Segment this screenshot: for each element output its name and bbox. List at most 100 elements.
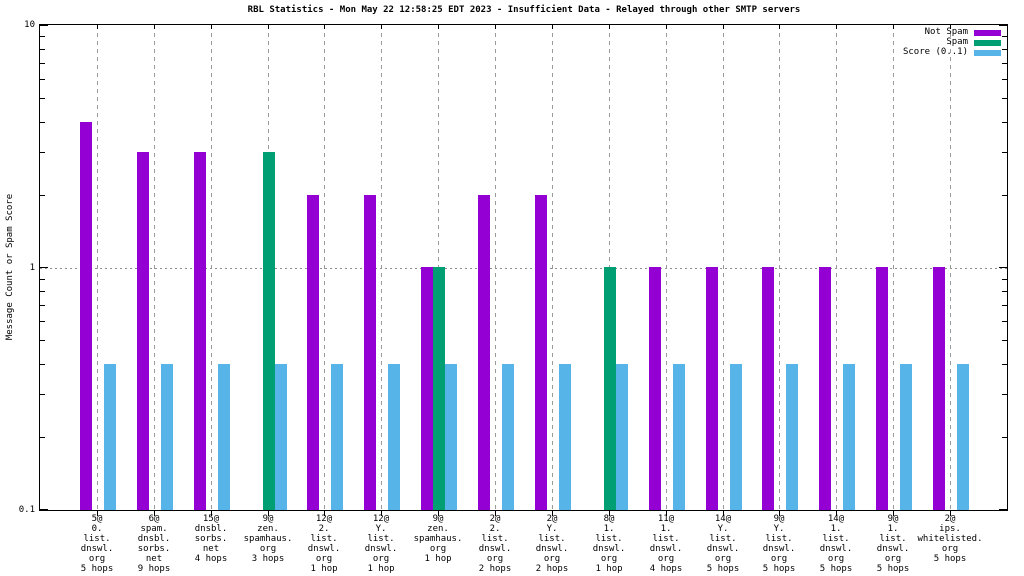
x-tick-top — [950, 25, 951, 29]
x-tick-top — [552, 25, 553, 29]
bar-score-0-1 — [104, 364, 116, 510]
gridline-vertical — [154, 25, 155, 510]
x-tick-top — [97, 25, 98, 29]
plot-area: Not Spam Spam Score (0..1) — [39, 24, 1008, 516]
bar-score-0-1 — [559, 364, 571, 510]
y-minor-tick — [1002, 195, 1007, 196]
y-minor-tick — [40, 437, 45, 438]
legend-swatch-not-spam — [974, 29, 1001, 36]
y-minor-tick — [40, 49, 45, 50]
bar-not-spam — [307, 195, 319, 510]
legend-item-not-spam: Not Spam — [903, 28, 1001, 37]
gridline-vertical — [836, 25, 837, 510]
y-minor-tick — [1002, 49, 1007, 50]
x-tick-bottom — [666, 511, 667, 516]
bar-spam — [433, 267, 445, 510]
y-minor-tick — [1002, 394, 1007, 395]
x-tick-top — [154, 25, 155, 29]
y-major-tick — [999, 509, 1007, 510]
gridline-vertical — [893, 25, 894, 510]
x-category-label: 6@ spam. dnsbl. sorbs. net 9 hops — [137, 514, 171, 574]
y-minor-tick — [1002, 279, 1007, 280]
x-category-label: 14@ 1. list. dnswl. org 5 hops — [819, 514, 853, 574]
y-minor-tick — [1002, 305, 1007, 306]
y-minor-tick — [40, 63, 45, 64]
y-tick-label: 0.1 — [18, 505, 35, 515]
bar-not-spam — [194, 152, 206, 510]
bar-score-0-1 — [502, 364, 514, 510]
x-tick-bottom — [950, 511, 951, 516]
y-tick-label: 1 — [29, 263, 35, 273]
gridline-vertical — [495, 25, 496, 510]
y-minor-tick — [40, 340, 45, 341]
x-category-label: 12@ Y. list. dnswl. org 1 hop — [364, 514, 398, 574]
y-minor-tick — [40, 36, 45, 37]
y-major-tick — [40, 509, 48, 510]
x-category-label: 9@ zen. spamhaus. org 3 hops — [243, 514, 293, 564]
legend-item-spam: Spam — [903, 38, 1001, 47]
x-tick-top — [211, 25, 212, 29]
bar-score-0-1 — [730, 364, 742, 510]
y-minor-tick — [1002, 321, 1007, 322]
gridline-vertical — [950, 25, 951, 510]
bar-score-0-1 — [161, 364, 173, 510]
x-tick-bottom — [495, 511, 496, 516]
x-tick-bottom — [723, 511, 724, 516]
y-minor-tick — [1002, 364, 1007, 365]
y-minor-tick — [40, 394, 45, 395]
bar-not-spam — [819, 267, 831, 510]
y-minor-tick — [40, 364, 45, 365]
legend-item-score-0-1: Score (0..1) — [903, 48, 1001, 57]
x-tick-top — [268, 25, 269, 29]
bar-score-0-1 — [445, 364, 457, 510]
y-minor-tick — [1002, 36, 1007, 37]
x-tick-top — [438, 25, 439, 29]
x-tick-top — [609, 25, 610, 29]
bar-score-0-1 — [900, 364, 912, 510]
bar-score-0-1 — [843, 364, 855, 510]
x-category-label: 9@ Y. list. dnswl. org 5 hops — [762, 514, 796, 574]
y-minor-tick — [1002, 437, 1007, 438]
x-tick-bottom — [779, 511, 780, 516]
y-major-tick — [40, 25, 48, 26]
legend-label: Spam — [946, 37, 968, 47]
x-tick-bottom — [609, 511, 610, 516]
x-tick-bottom — [97, 511, 98, 516]
x-category-label: 9@ zen. spamhaus. org 1 hop — [413, 514, 463, 564]
bar-not-spam — [876, 267, 888, 510]
bar-score-0-1 — [786, 364, 798, 510]
y-minor-tick — [40, 291, 45, 292]
y-minor-tick — [1002, 340, 1007, 341]
x-tick-top — [723, 25, 724, 29]
x-tick-bottom — [211, 511, 212, 516]
y-minor-tick — [1002, 98, 1007, 99]
gridline-vertical — [552, 25, 553, 510]
x-category-label: 2@ 2. list. dnswl. org 2 hops — [478, 514, 512, 574]
x-tick-bottom — [893, 511, 894, 516]
y-minor-tick — [1002, 79, 1007, 80]
x-category-label: 2@ ips. whitelisted. org 5 hops — [917, 514, 983, 564]
x-tick-bottom — [836, 511, 837, 516]
bar-score-0-1 — [673, 364, 685, 510]
y-minor-tick — [40, 98, 45, 99]
y-minor-tick — [1002, 122, 1007, 123]
bar-score-0-1 — [218, 364, 230, 510]
x-tick-bottom — [154, 511, 155, 516]
bar-spam — [263, 152, 275, 510]
x-category-label: 8@ 1. list. dnswl. org 1 hop — [592, 514, 626, 574]
y-minor-tick — [40, 152, 45, 153]
gridline-vertical — [97, 25, 98, 510]
x-tick-top — [893, 25, 894, 29]
y-major-tick — [999, 25, 1007, 26]
gridline-horizontal-1 — [40, 268, 1007, 269]
gridline-vertical — [723, 25, 724, 510]
bar-not-spam — [649, 267, 661, 510]
legend: Not Spam Spam Score (0..1) — [903, 28, 1001, 57]
bar-not-spam — [421, 267, 433, 510]
bar-not-spam — [762, 267, 774, 510]
legend-label: Not Spam — [924, 27, 968, 37]
bar-not-spam — [706, 267, 718, 510]
x-category-label: 11@ 1. list. dnswl. org 4 hops — [649, 514, 683, 574]
gridline-vertical — [381, 25, 382, 510]
x-category-label: 15@ dnsbl. sorbs. net 4 hops — [194, 514, 228, 564]
